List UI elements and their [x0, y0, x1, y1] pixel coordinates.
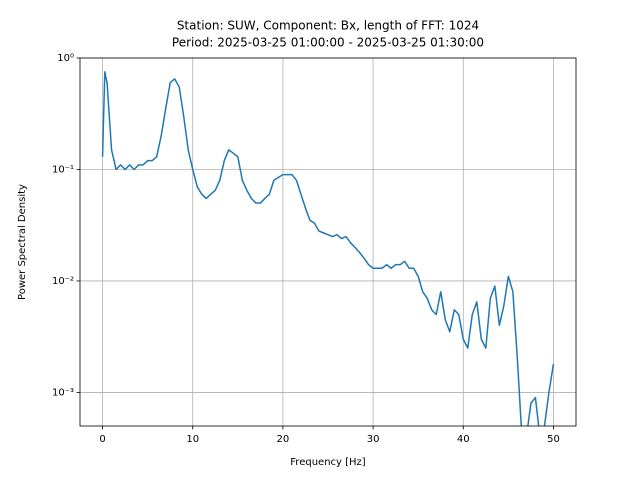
x-tick-label: 10 — [186, 434, 199, 445]
y-tick-label: 10⁻¹ — [52, 164, 74, 175]
x-tick-label: 20 — [277, 434, 290, 445]
y-tick-label: 10⁻³ — [52, 387, 74, 398]
axes-frame — [79, 57, 577, 427]
x-tick-label: 0 — [99, 434, 105, 445]
x-tick-label: 30 — [367, 434, 380, 445]
y-axis-label: Power Spectral Density — [17, 184, 28, 300]
x-axis-label: Frequency [Hz] — [290, 457, 366, 468]
x-tick-label: 40 — [457, 434, 470, 445]
chart-title: Station: SUW, Component: Bx, length of F… — [177, 19, 479, 33]
data-line — [101, 71, 555, 426]
x-tick-label: 50 — [547, 434, 560, 445]
chart-subtitle: Period: 2025-03-25 01:00:00 - 2025-03-25… — [172, 36, 484, 50]
plot-area — [101, 71, 555, 426]
y-tick-label: 10⁰ — [57, 53, 74, 64]
y-tick-label: 10⁻² — [52, 276, 74, 287]
